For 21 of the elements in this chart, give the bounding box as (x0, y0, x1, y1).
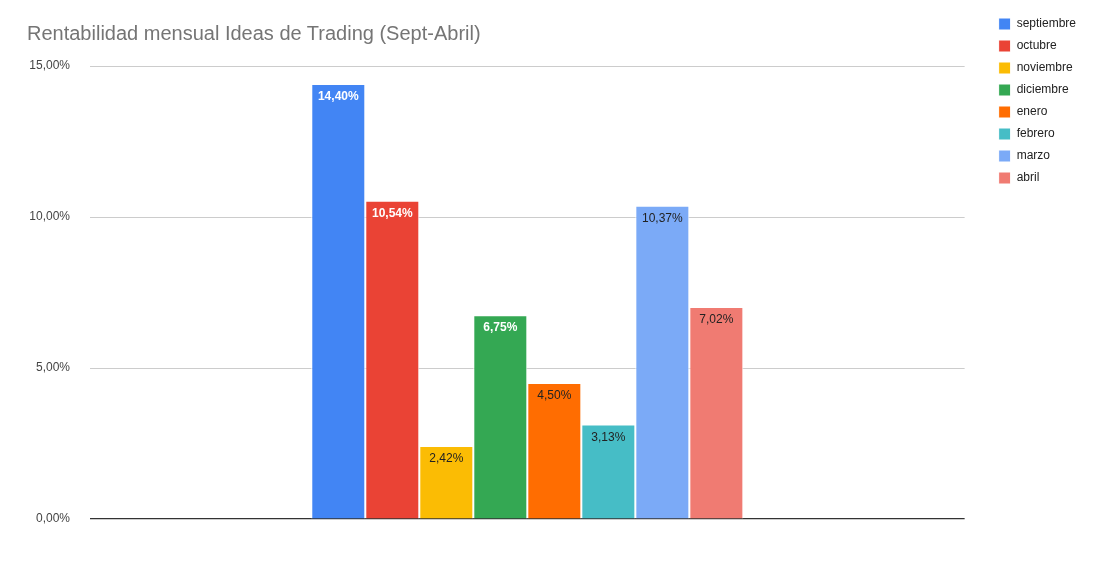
legend-label: diciembre (1016, 82, 1069, 97)
y-tick-label: 15,00% (29, 58, 71, 73)
data-label: 10,54% (371, 206, 413, 220)
data-label: 7,02% (699, 312, 734, 327)
legend-label: septiembre (1016, 16, 1077, 31)
legend-label: abril (1016, 170, 1040, 185)
legend-label: febrero (1016, 126, 1055, 141)
data-label: 2,42% (429, 451, 464, 466)
data-label: 14,40% (317, 89, 359, 104)
data-label: 10,37% (641, 211, 684, 226)
y-tick-label: 10,00% (29, 209, 71, 224)
data-label: 6,75% (483, 320, 518, 335)
legend-label: enero (1016, 104, 1048, 119)
data-label: 3,13% (591, 429, 626, 444)
legend-label: noviembre (1016, 60, 1073, 75)
data-label: 4,50% (537, 388, 572, 403)
legend-label: octubre (1016, 38, 1057, 53)
y-tick-label: 0,00% (35, 511, 71, 526)
chart-title: Rentabilidad mensual Ideas de Trading (Sept-Abril) (27, 21, 481, 44)
y-tick-label: 5,00% (35, 360, 71, 375)
legend-label: marzo (1016, 148, 1051, 163)
